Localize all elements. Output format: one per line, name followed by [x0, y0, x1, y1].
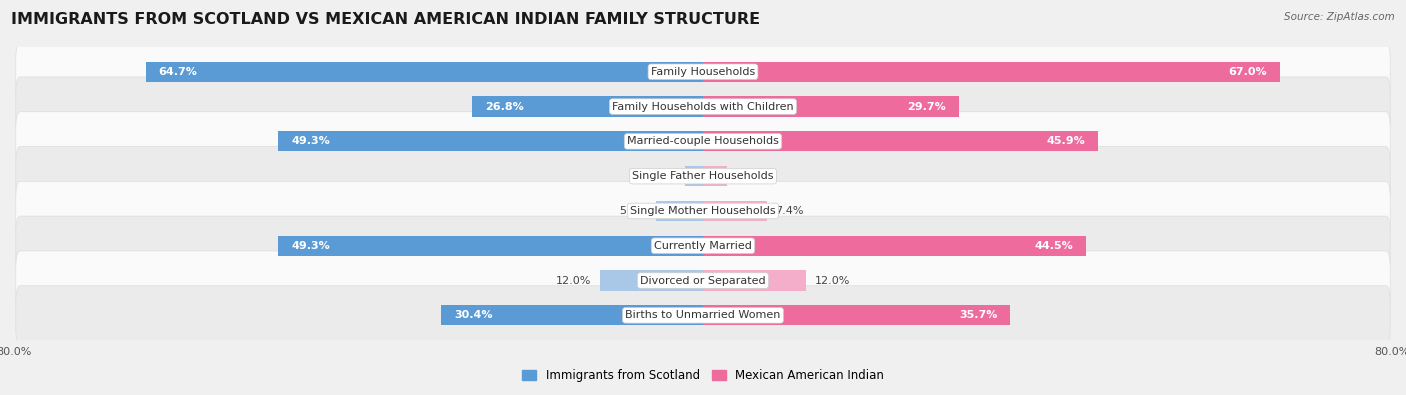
Text: IMMIGRANTS FROM SCOTLAND VS MEXICAN AMERICAN INDIAN FAMILY STRUCTURE: IMMIGRANTS FROM SCOTLAND VS MEXICAN AMER…	[11, 12, 761, 27]
FancyBboxPatch shape	[15, 42, 1391, 102]
FancyBboxPatch shape	[15, 251, 1391, 310]
Text: 2.1%: 2.1%	[648, 171, 676, 181]
Text: 5.5%: 5.5%	[619, 206, 647, 216]
Bar	[703, 305, 1011, 325]
Text: Single Father Households: Single Father Households	[633, 171, 773, 181]
Text: 7.4%: 7.4%	[775, 206, 804, 216]
FancyBboxPatch shape	[15, 112, 1391, 171]
Text: 2.8%: 2.8%	[735, 171, 765, 181]
FancyBboxPatch shape	[15, 77, 1391, 136]
Bar	[278, 236, 703, 256]
Bar	[599, 271, 703, 291]
Text: 29.7%: 29.7%	[907, 102, 946, 111]
Text: Family Households with Children: Family Households with Children	[612, 102, 794, 111]
Bar	[685, 166, 703, 186]
Legend: Immigrants from Scotland, Mexican American Indian: Immigrants from Scotland, Mexican Americ…	[517, 364, 889, 386]
Text: Births to Unmarried Women: Births to Unmarried Women	[626, 310, 780, 320]
FancyBboxPatch shape	[15, 181, 1391, 241]
Text: 26.8%: 26.8%	[485, 102, 524, 111]
Text: Married-couple Households: Married-couple Households	[627, 136, 779, 147]
Bar	[703, 271, 807, 291]
Text: Source: ZipAtlas.com: Source: ZipAtlas.com	[1284, 12, 1395, 22]
Bar	[146, 62, 703, 82]
Bar	[655, 201, 703, 221]
Text: 64.7%: 64.7%	[159, 67, 198, 77]
FancyBboxPatch shape	[15, 286, 1391, 345]
Text: 67.0%: 67.0%	[1229, 67, 1267, 77]
Bar	[472, 96, 703, 117]
Text: Currently Married: Currently Married	[654, 241, 752, 251]
FancyBboxPatch shape	[15, 216, 1391, 275]
Text: 45.9%: 45.9%	[1046, 136, 1085, 147]
Text: 49.3%: 49.3%	[291, 136, 330, 147]
Text: 12.0%: 12.0%	[815, 276, 851, 286]
Bar	[703, 166, 727, 186]
Text: Divorced or Separated: Divorced or Separated	[640, 276, 766, 286]
Bar	[703, 201, 766, 221]
Text: 44.5%: 44.5%	[1035, 241, 1073, 251]
Text: Single Mother Households: Single Mother Households	[630, 206, 776, 216]
Text: 30.4%: 30.4%	[454, 310, 492, 320]
Bar	[441, 305, 703, 325]
Text: 49.3%: 49.3%	[291, 241, 330, 251]
Bar	[703, 62, 1279, 82]
Text: 35.7%: 35.7%	[959, 310, 997, 320]
Bar	[703, 96, 959, 117]
FancyBboxPatch shape	[15, 147, 1391, 206]
Bar	[278, 131, 703, 151]
Bar	[703, 236, 1087, 256]
Bar	[703, 131, 1098, 151]
Text: 12.0%: 12.0%	[555, 276, 591, 286]
Text: Family Households: Family Households	[651, 67, 755, 77]
